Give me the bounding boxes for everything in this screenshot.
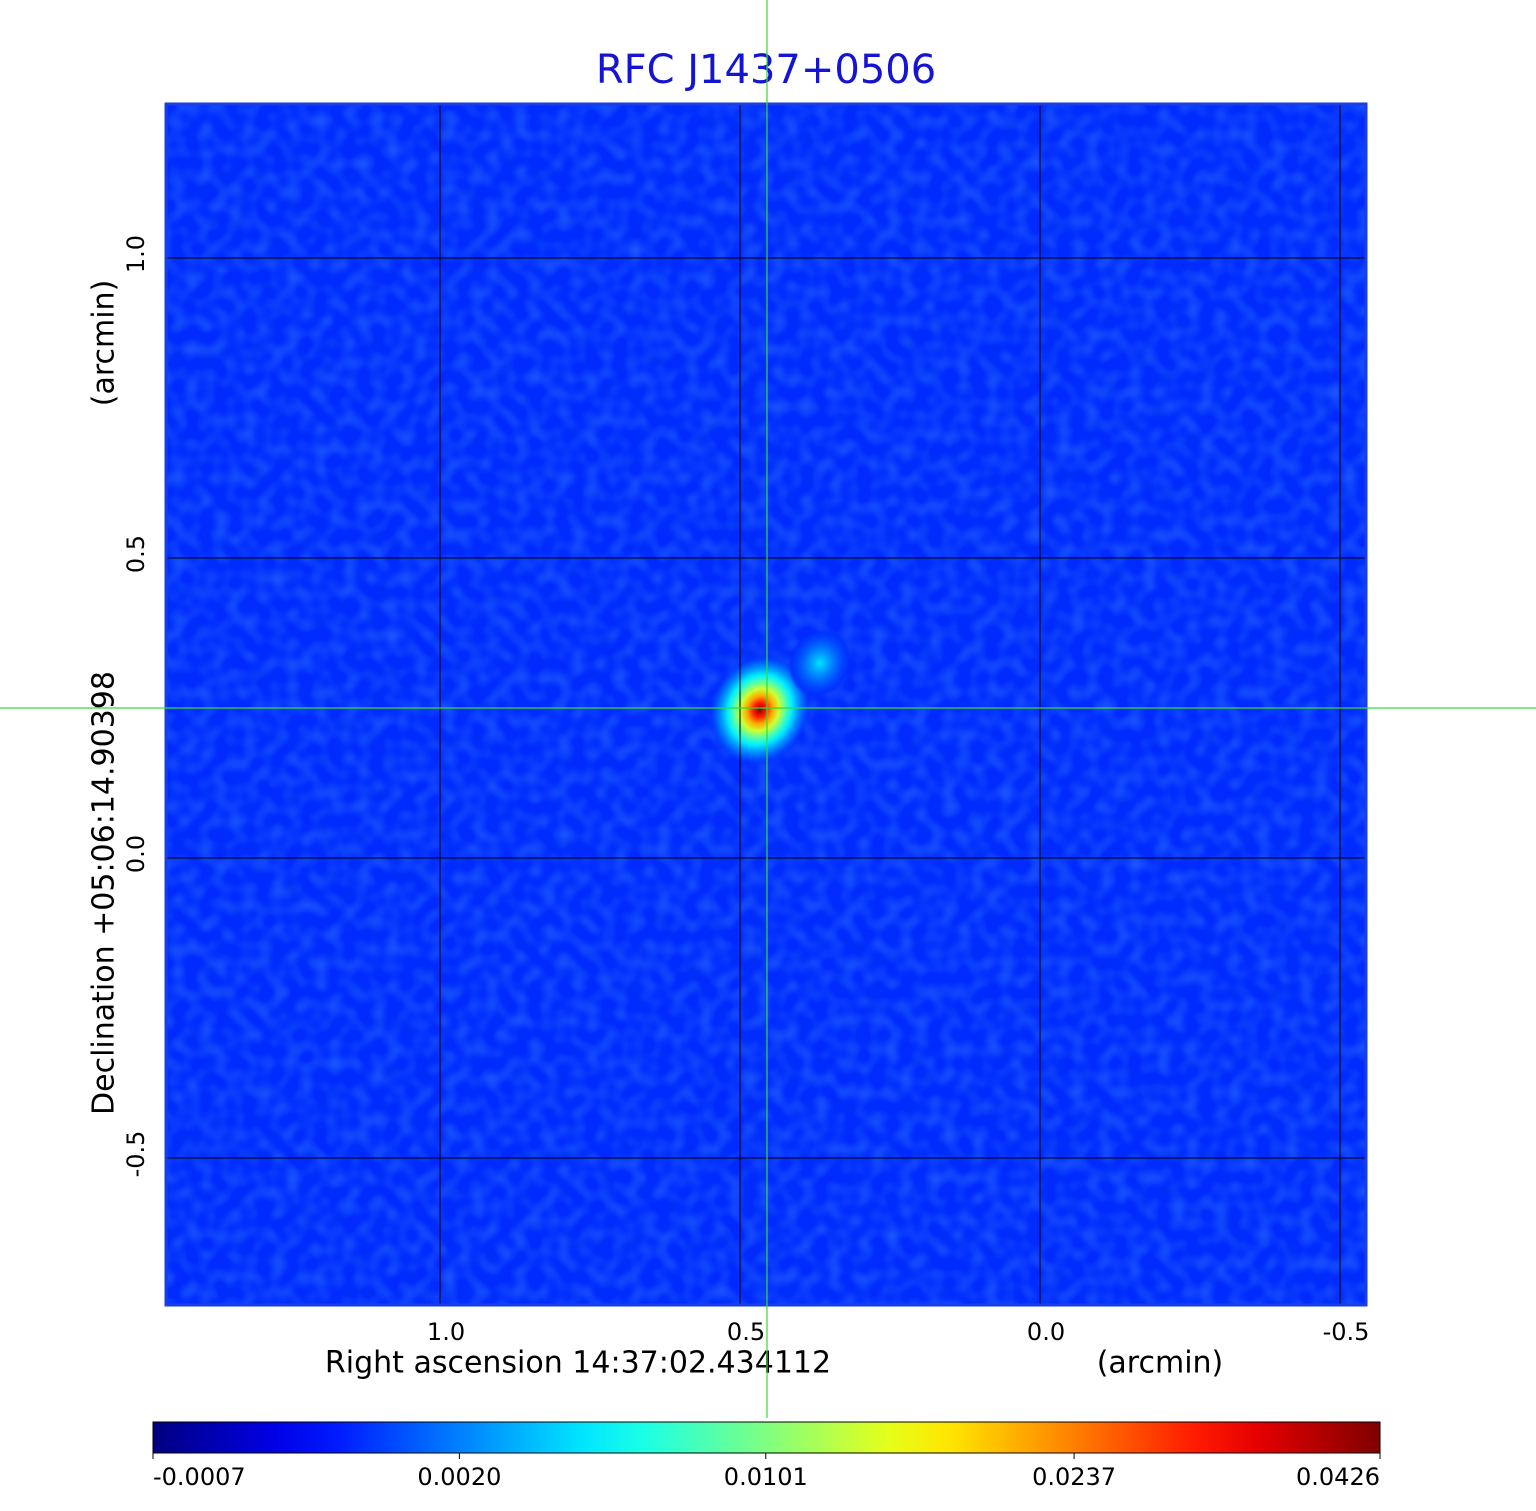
y-tick-label: 0.5: [122, 535, 150, 573]
colorbar: -0.0007 0.0020 0.0101 0.0237 0.0426: [152, 1421, 1381, 1491]
y-axis-label: Declination +05:06:14.90398: [87, 671, 122, 1115]
y-tick-label: 0.0: [122, 835, 150, 873]
colorbar-tick-label: 0.0426: [1296, 1463, 1380, 1491]
image-area: [166, 104, 1366, 1305]
x-tick-label: 0.0: [1027, 1318, 1065, 1346]
colorbar-tick-label: 0.0237: [1032, 1463, 1116, 1491]
x-axis-unit: (arcmin): [1097, 1346, 1224, 1381]
chart-title: RFC J1437+0506: [596, 47, 936, 93]
colorbar-tick-label: 0.0101: [724, 1463, 808, 1491]
x-tick-label: -0.5: [1323, 1318, 1370, 1346]
plot-border: [164, 102, 1368, 1307]
x-tick-label: 0.5: [727, 1318, 765, 1346]
colorbar-tick-label: 0.0020: [417, 1463, 501, 1491]
source: [788, 628, 852, 698]
source: [708, 653, 812, 767]
x-axis-label: Right ascension 14:37:02.434112: [325, 1346, 831, 1381]
colorbar-gradient: [152, 1421, 1381, 1454]
y-tick-label: 1.0: [122, 235, 150, 273]
y-tick-label: -0.5: [122, 1131, 150, 1178]
y-axis-unit: (arcmin): [87, 280, 122, 407]
x-tick-label: 1.0: [427, 1318, 465, 1346]
colorbar-tick-label: -0.0007: [153, 1463, 246, 1491]
